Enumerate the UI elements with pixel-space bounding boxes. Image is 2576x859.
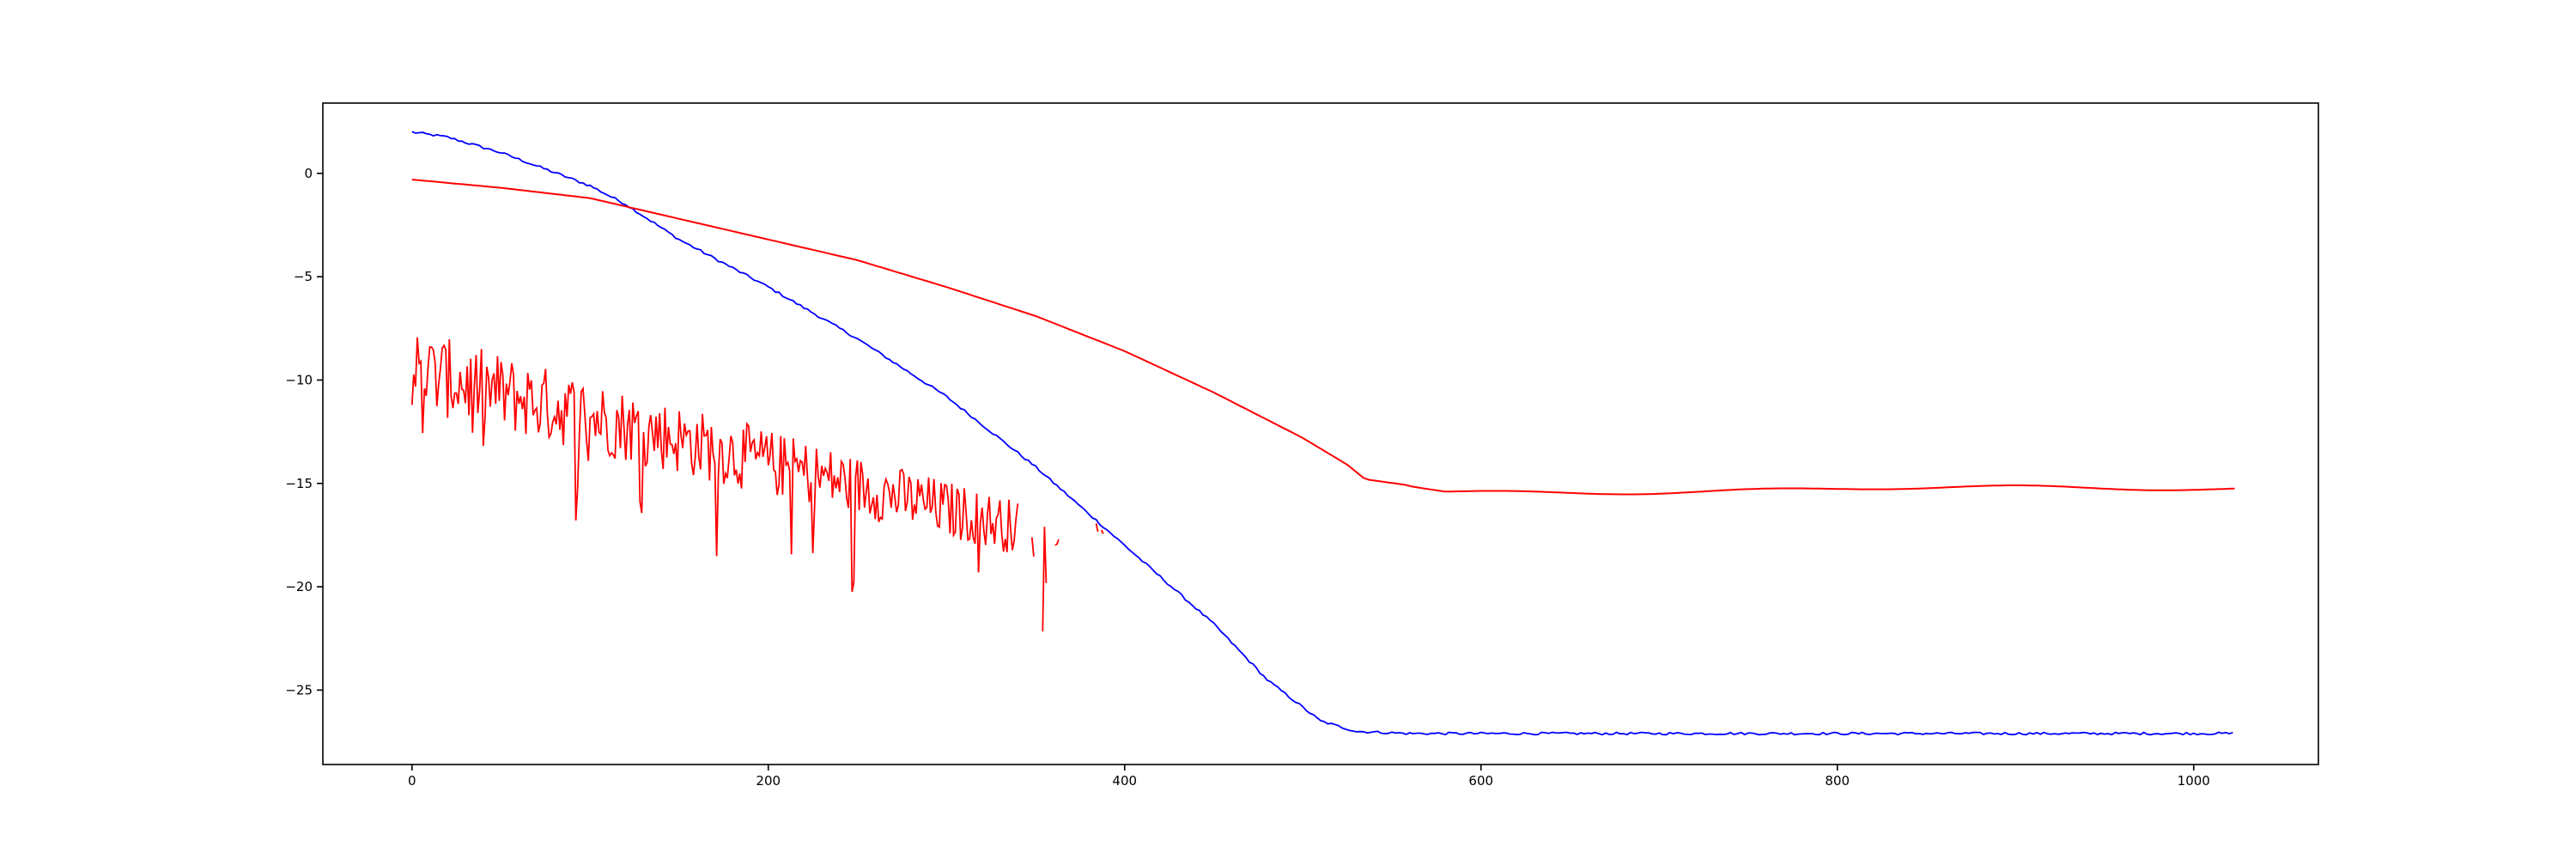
y-tick-label: −25 [285, 682, 313, 698]
series-red-noisy-line [412, 338, 1121, 631]
series-red-smooth-line [411, 179, 2235, 496]
x-tick-label: 0 [408, 773, 416, 789]
x-tick-label: 400 [1112, 773, 1137, 789]
x-axis: 0 200 400 600 800 1000 [408, 765, 2210, 789]
series-blue-line [411, 131, 2233, 736]
plot-frame [322, 102, 2319, 765]
x-tick-label: 1000 [2178, 773, 2210, 789]
x-tick-label: 200 [756, 773, 781, 789]
y-axis: 0 −5 −10 −15 −20 −25 [285, 166, 323, 698]
y-tick-label: −20 [285, 579, 313, 594]
y-tick-label: −10 [285, 372, 313, 387]
series-layer [411, 131, 2235, 736]
x-tick-label: 800 [1825, 773, 1850, 789]
y-tick-label: −5 [294, 269, 313, 284]
x-tick-label: 600 [1468, 773, 1493, 789]
y-tick-label: −15 [285, 476, 313, 491]
y-tick-label: 0 [304, 166, 313, 181]
